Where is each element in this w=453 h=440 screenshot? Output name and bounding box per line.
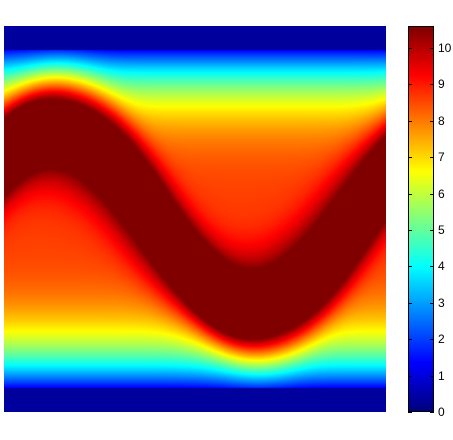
colorbar-tick-label: 3: [438, 295, 445, 310]
colorbar-tick-mark: [430, 412, 434, 413]
colorbar-tick-label: 10: [438, 40, 452, 55]
colorbar-gradient: [409, 27, 433, 411]
colorbar-tick-label: 7: [438, 150, 445, 165]
colorbar: [408, 26, 434, 412]
colorbar-tick-label: 8: [438, 113, 445, 128]
colorbar-tick-label: 1: [438, 368, 445, 383]
colorbar-tick-label: 6: [438, 186, 445, 201]
colorbar-tick-label: 4: [438, 259, 445, 274]
heatmap-plot: [4, 26, 386, 412]
colorbar-tick-label: 2: [438, 332, 445, 347]
colorbar-tick-label: 0: [438, 405, 445, 419]
colorbar-tick-label: 5: [438, 222, 445, 237]
colorbar-tick-label: 9: [438, 77, 445, 92]
colorbar-tick-mark: [408, 412, 412, 413]
